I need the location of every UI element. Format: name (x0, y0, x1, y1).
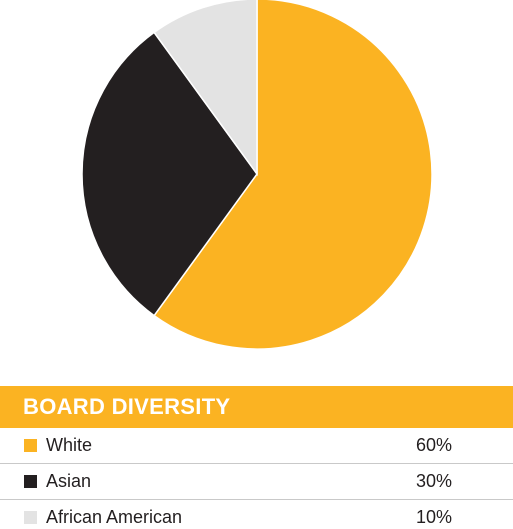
legend-value-african-american: 10% (415, 507, 452, 527)
pie-slice-white (153, 0, 433, 350)
legend-row-african-american: African American 10% (0, 500, 513, 529)
legend-row-asian: Asian 30% (0, 464, 513, 500)
legend-swatch-white (24, 439, 37, 452)
pie-chart (81, 0, 433, 350)
legend-swatch-african-american (24, 511, 37, 524)
pie-slice-asian (81, 31, 258, 317)
legend-row-white: White 60% (0, 428, 513, 464)
legend: White 60% Asian 30% African American 10% (0, 428, 513, 529)
pie-slice-african-american (153, 0, 258, 177)
legend-label-african-american: African American (46, 507, 183, 527)
legend-value-white: 60% (415, 435, 452, 455)
legend-swatch-asian (24, 475, 37, 488)
legend-value-asian: 30% (415, 471, 452, 491)
legend-label-white: White (46, 435, 93, 455)
legend-label-asian: Asian (46, 471, 92, 491)
chart-title: BOARD DIVERSITY (0, 386, 513, 428)
